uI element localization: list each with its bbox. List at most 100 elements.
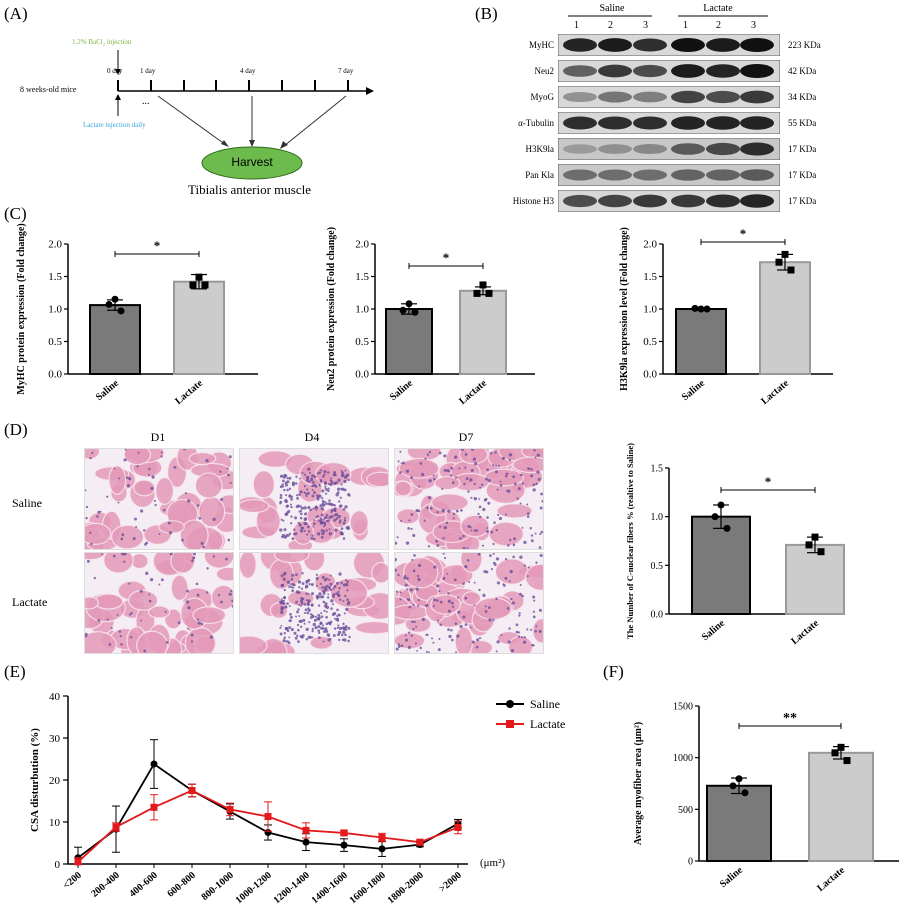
nucleus xyxy=(335,481,338,484)
nucleus xyxy=(231,605,233,608)
nucleus xyxy=(520,636,524,639)
nucleus xyxy=(181,538,184,542)
significance-marker: * xyxy=(443,250,450,265)
category-label: Saline xyxy=(680,378,708,404)
nucleus xyxy=(521,526,524,529)
nucleus xyxy=(219,470,222,473)
nucleus xyxy=(281,479,285,483)
nucleus xyxy=(346,526,351,531)
nucleus xyxy=(470,468,474,472)
nucleus xyxy=(313,618,317,622)
muscle-fiber xyxy=(85,631,117,653)
nucleus xyxy=(519,583,522,587)
muscle-fiber xyxy=(192,606,227,625)
nucleus xyxy=(320,507,324,511)
nucleus xyxy=(442,553,445,555)
nucleus xyxy=(425,650,428,653)
nucleus xyxy=(298,524,301,527)
nucleus xyxy=(311,592,315,596)
data-point xyxy=(817,548,825,556)
nucleus xyxy=(284,626,288,631)
nucleus xyxy=(490,530,494,534)
nucleus xyxy=(206,591,209,594)
nucleus xyxy=(446,573,449,575)
nucleus xyxy=(537,477,541,481)
muscle-fiber xyxy=(273,553,310,564)
nucleus xyxy=(290,586,293,589)
nucleus xyxy=(285,513,289,516)
bar xyxy=(785,543,845,615)
nucleus xyxy=(479,637,482,640)
nucleus xyxy=(296,623,300,627)
nucleus xyxy=(307,491,310,495)
day-label-7: 7 day xyxy=(338,67,354,75)
nucleus xyxy=(347,626,351,630)
nucleus xyxy=(518,614,521,617)
nucleus xyxy=(342,583,346,587)
nucleus xyxy=(346,584,349,587)
nucleus xyxy=(316,495,320,499)
nucleus xyxy=(426,453,430,456)
nucleus xyxy=(512,543,516,546)
wb-band xyxy=(563,169,597,181)
nucleus xyxy=(338,500,341,503)
wb-band xyxy=(633,91,667,103)
nucleus xyxy=(285,640,289,643)
nucleus xyxy=(498,516,503,521)
nucleus xyxy=(473,496,478,501)
data-point xyxy=(711,513,719,521)
nucleus xyxy=(312,481,315,484)
wb-band xyxy=(706,90,740,104)
nucleus xyxy=(318,483,321,486)
nucleus xyxy=(533,599,536,602)
nucleus xyxy=(404,583,408,587)
nucleus xyxy=(338,626,343,631)
nucleus xyxy=(529,527,532,530)
data-point xyxy=(188,787,196,794)
wb-protein-label: Neu2 xyxy=(534,66,555,76)
nucleus xyxy=(478,515,482,519)
nucleus xyxy=(426,506,429,510)
nucleus xyxy=(305,479,309,482)
wb-band xyxy=(633,64,667,78)
nucleus xyxy=(336,614,339,618)
nucleus xyxy=(288,636,291,639)
wb-band xyxy=(633,169,667,181)
nucleus xyxy=(291,589,295,593)
nucleus xyxy=(483,570,487,574)
nucleus xyxy=(200,541,204,546)
nucleus xyxy=(445,469,449,472)
nucleus xyxy=(299,529,304,533)
nucleus xyxy=(432,641,435,644)
bar xyxy=(808,751,874,863)
nucleus xyxy=(305,581,309,584)
bar xyxy=(691,515,751,615)
nucleus xyxy=(304,517,308,520)
nucleus xyxy=(308,582,311,586)
nucleus xyxy=(463,482,466,486)
nucleus xyxy=(340,531,343,534)
nucleus xyxy=(285,494,288,497)
nucleus xyxy=(328,499,331,502)
panel-f-letter: (F) xyxy=(603,662,624,681)
nucleus xyxy=(439,600,443,604)
nucleus xyxy=(227,538,231,542)
muscle-fiber xyxy=(188,451,217,466)
nucleus xyxy=(282,599,286,602)
nucleus xyxy=(395,557,398,562)
nucleus xyxy=(297,608,300,611)
data-point xyxy=(485,289,493,297)
nucleus xyxy=(158,533,161,535)
nucleus xyxy=(307,530,311,533)
nucleus xyxy=(325,629,329,633)
nucleus xyxy=(421,472,425,477)
data-point xyxy=(843,757,851,765)
muscle-fiber xyxy=(371,561,388,584)
nucleus xyxy=(304,512,307,515)
muscle-fiber xyxy=(434,476,461,491)
nucleus xyxy=(501,456,505,460)
nucleus xyxy=(85,505,89,509)
nucleus xyxy=(96,515,99,518)
wb-band xyxy=(598,38,632,52)
nucleus xyxy=(330,588,333,592)
